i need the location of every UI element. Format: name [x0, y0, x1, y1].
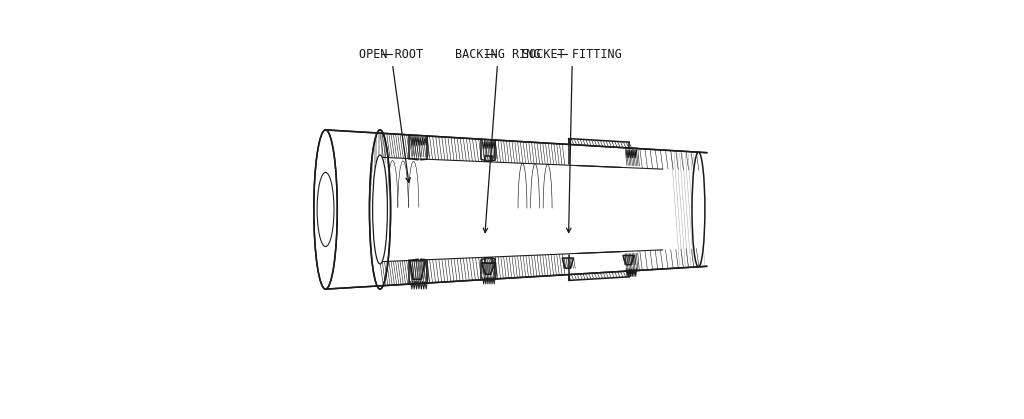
Ellipse shape: [692, 152, 705, 267]
Polygon shape: [410, 261, 425, 279]
Ellipse shape: [373, 155, 387, 264]
Ellipse shape: [313, 130, 337, 289]
Text: SOCKET FITTING: SOCKET FITTING: [522, 48, 623, 233]
Polygon shape: [481, 263, 496, 274]
Polygon shape: [623, 256, 634, 265]
Polygon shape: [484, 156, 493, 161]
Text: OPEN ROOT: OPEN ROOT: [359, 48, 423, 182]
Text: BACKING RING: BACKING RING: [456, 48, 541, 233]
Polygon shape: [562, 258, 573, 268]
Polygon shape: [484, 258, 493, 263]
Ellipse shape: [317, 173, 334, 246]
